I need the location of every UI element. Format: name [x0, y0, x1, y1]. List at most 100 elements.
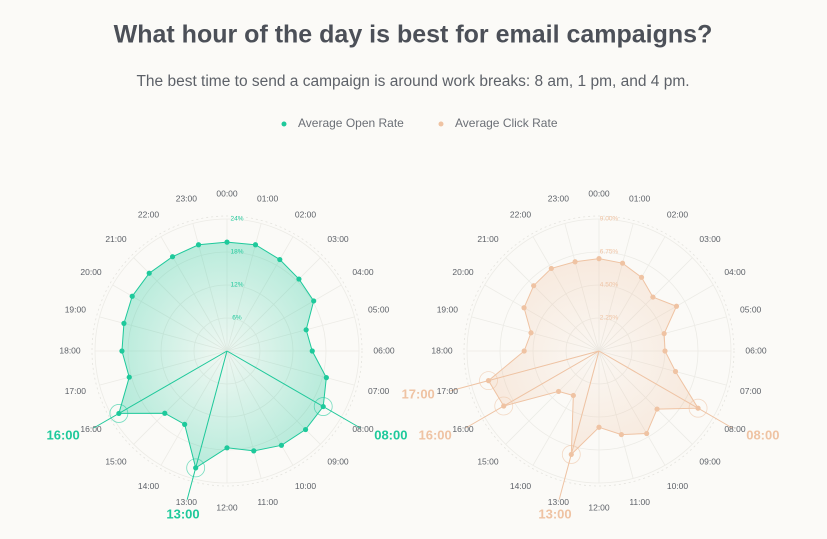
- category-label: 10:00: [295, 481, 317, 491]
- category-label: 11:00: [257, 497, 278, 507]
- highlight-ring: [688, 398, 708, 418]
- data-point: [501, 403, 507, 409]
- category-label: 06:00: [373, 345, 395, 355]
- category-label: 02:00: [295, 209, 317, 219]
- highlight-label: 16:00: [419, 427, 452, 442]
- category-label: 15:00: [105, 456, 127, 466]
- legend-label: Average Click Rate: [455, 116, 558, 130]
- category-label: 12:00: [216, 502, 238, 512]
- data-point: [531, 283, 537, 289]
- data-point: [572, 259, 578, 265]
- data-point: [521, 305, 527, 311]
- highlight-ring: [494, 396, 514, 416]
- category-label: 07:00: [740, 386, 762, 396]
- category-label: 02:00: [667, 209, 689, 219]
- outer-ring: [91, 215, 363, 487]
- data-point: [224, 445, 230, 451]
- data-point: [570, 392, 576, 399]
- category-label: 15:00: [477, 456, 499, 466]
- highlight-label: 08:00: [374, 427, 407, 442]
- grid-ring: [499, 251, 699, 451]
- category-label: 06:00: [745, 345, 767, 355]
- highlight-label: 08:00: [746, 427, 779, 442]
- category-label: 08:00: [352, 424, 374, 434]
- data-point: [555, 388, 562, 395]
- highlight-line: [558, 350, 600, 500]
- category-label: 12:00: [588, 502, 610, 512]
- highlight-label: 13:00: [166, 507, 199, 522]
- category-label: 14:00: [510, 481, 532, 491]
- highlight-line: [226, 350, 361, 429]
- legend-marker: [281, 121, 287, 127]
- legend-marker: [438, 121, 444, 127]
- r-tick-label: 9.00%: [600, 216, 619, 223]
- data-point: [672, 368, 679, 375]
- r-tick-label: 4.50%: [600, 282, 619, 289]
- category-label: 10:00: [667, 481, 689, 491]
- grid-ring: [94, 218, 360, 484]
- data-point: [193, 465, 199, 471]
- highlight-line: [598, 350, 733, 429]
- data-point: [596, 424, 602, 430]
- category-label: 21:00: [477, 234, 499, 244]
- category-label: 18:00: [59, 345, 81, 355]
- category-label: 18:00: [431, 345, 453, 355]
- data-point: [548, 265, 554, 272]
- category-label: 23:00: [548, 194, 570, 204]
- category-label: 16:00: [80, 424, 102, 434]
- highlight-ring: [479, 371, 498, 391]
- data-point: [302, 426, 309, 433]
- highlight-ring: [561, 445, 581, 464]
- category-label: 07:00: [368, 386, 390, 396]
- data-point: [119, 348, 125, 354]
- category-label: 19:00: [65, 305, 87, 315]
- category-label: 01:00: [629, 194, 651, 204]
- data-point: [662, 348, 668, 354]
- highlight-label: 13:00: [538, 507, 571, 522]
- category-label: 08:00: [724, 424, 746, 434]
- data-point: [673, 303, 680, 309]
- highlight-ring: [109, 404, 129, 423]
- data-point: [251, 448, 257, 454]
- category-label: 03:00: [327, 234, 349, 244]
- outer-ring: [463, 215, 735, 487]
- data-point: [303, 327, 309, 333]
- data-point: [619, 260, 626, 266]
- highlight-line: [93, 350, 228, 429]
- category-label: 13:00: [548, 497, 570, 507]
- category-label: 00:00: [216, 188, 238, 198]
- data-point: [638, 274, 645, 280]
- data-point: [162, 410, 168, 416]
- data-point: [121, 320, 127, 326]
- data-point: [644, 430, 650, 437]
- r-tick-label: 12%: [230, 282, 243, 289]
- category-label: 09:00: [327, 456, 349, 466]
- data-point: [528, 330, 534, 336]
- r-tick-label: 2.25%: [600, 315, 619, 322]
- data-point: [126, 374, 132, 380]
- subtitle: The best time to send a campaign is arou…: [136, 73, 689, 90]
- category-label: 21:00: [105, 234, 127, 244]
- data-point: [309, 348, 315, 354]
- category-label: 00:00: [588, 188, 610, 198]
- category-label: 04:00: [724, 267, 746, 277]
- category-label: 20:00: [452, 267, 474, 277]
- legend-label: Average Open Rate: [298, 116, 404, 130]
- category-label: 05:00: [368, 305, 390, 315]
- data-point: [485, 378, 492, 384]
- category-label: 20:00: [80, 267, 102, 277]
- data-point: [252, 242, 259, 248]
- r-tick-label: 24%: [230, 216, 243, 223]
- data-point: [129, 293, 135, 299]
- category-label: 22:00: [138, 209, 160, 219]
- data-point: [169, 254, 176, 260]
- highlight-ring: [313, 397, 333, 416]
- category-label: 17:00: [65, 386, 87, 396]
- grid-ring: [466, 218, 732, 484]
- data-point: [695, 405, 701, 411]
- data-point: [323, 375, 329, 381]
- data-point: [277, 256, 283, 263]
- category-label: 22:00: [510, 209, 532, 219]
- data-point: [116, 410, 122, 417]
